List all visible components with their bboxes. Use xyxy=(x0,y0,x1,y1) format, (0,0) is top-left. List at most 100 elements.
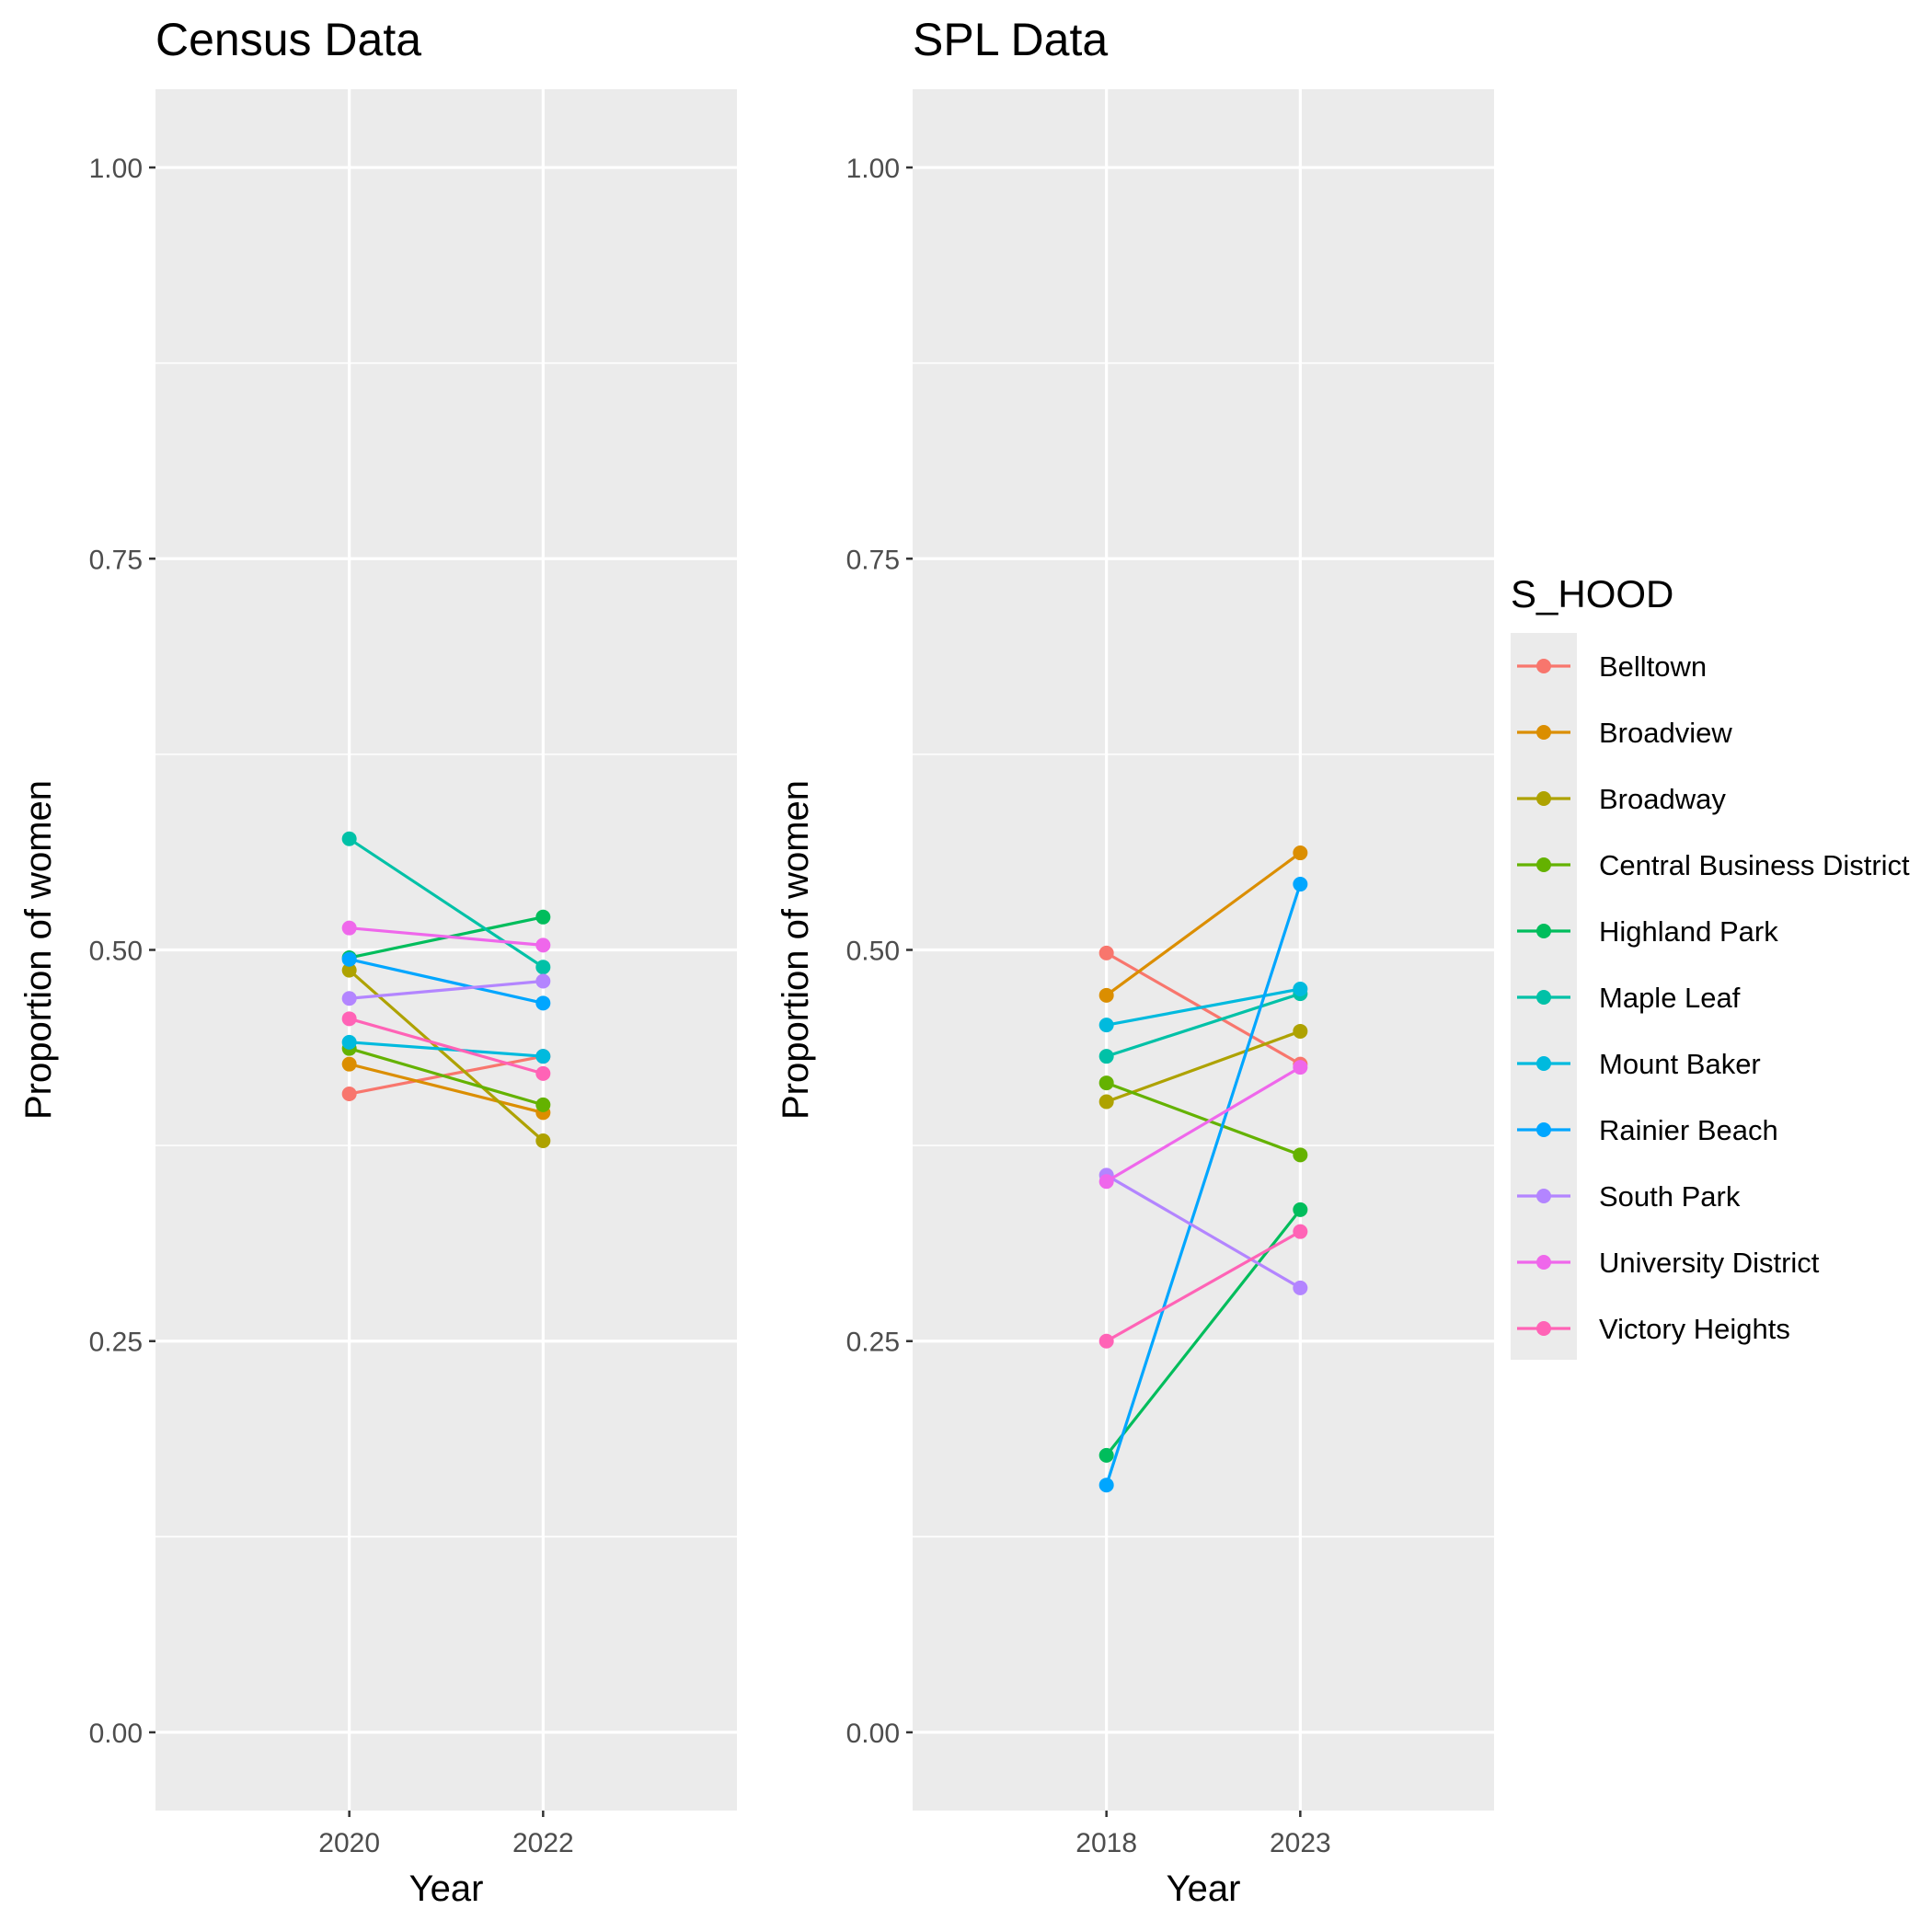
series-line xyxy=(1105,1174,1302,1290)
data-point xyxy=(535,937,551,953)
series-mount-baker xyxy=(1098,982,1308,1033)
legend-label: University District xyxy=(1599,1247,1820,1279)
data-point xyxy=(341,1011,357,1027)
series-rainier-beach xyxy=(341,951,551,1011)
data-point xyxy=(1098,1075,1114,1091)
series-line xyxy=(349,1047,544,1107)
y-axis-title: Proportion of women xyxy=(776,780,816,1120)
data-point xyxy=(1098,1094,1114,1110)
series-line xyxy=(349,1063,544,1114)
legend-label: Victory Heights xyxy=(1599,1313,1790,1345)
data-point xyxy=(1293,1060,1308,1075)
series-line xyxy=(349,1017,544,1075)
legend-label: Broadview xyxy=(1599,717,1732,749)
y-tick-label: 0.00 xyxy=(846,1719,900,1749)
legend-key-point xyxy=(1536,1122,1551,1137)
data-point xyxy=(341,1034,357,1050)
legend-item: University District xyxy=(1517,1247,1820,1279)
legend-item: Maple Leaf xyxy=(1517,982,1741,1014)
series-line xyxy=(349,1054,544,1096)
data-point xyxy=(1098,1018,1114,1033)
legend-title: S_HOOD xyxy=(1511,572,1673,615)
legend-label: Rainier Beach xyxy=(1599,1114,1778,1146)
y-tick-label: 0.75 xyxy=(89,545,143,575)
legend-key-point xyxy=(1536,990,1551,1005)
panel-2: 0.00 0.25 0.50 0.75 1.00 2018 2023 SPL Data Year… xyxy=(776,14,1494,1909)
legend-key-point xyxy=(1536,924,1551,938)
series-line xyxy=(1105,1230,1302,1343)
legend-item: Broadview xyxy=(1517,717,1732,749)
legend-key-point xyxy=(1536,1056,1551,1071)
legend-item: Broadway xyxy=(1517,783,1726,815)
legend-item: Central Business District xyxy=(1517,849,1910,881)
data-point xyxy=(535,973,551,989)
series-broadway xyxy=(341,962,551,1149)
legend-label: Highland Park xyxy=(1599,915,1778,948)
series-line xyxy=(1105,1065,1302,1183)
data-point xyxy=(535,1097,551,1112)
series-line xyxy=(349,958,544,1005)
data-point xyxy=(1098,1049,1114,1064)
series-line xyxy=(349,926,544,947)
legend-key-point xyxy=(1536,791,1551,806)
data-point xyxy=(1293,1202,1308,1217)
series-central-business-district xyxy=(341,1041,551,1112)
x-tick-label: 2023 xyxy=(1270,1828,1331,1858)
series-broadview xyxy=(1098,845,1308,1003)
data-point xyxy=(341,951,357,967)
legend-key-point xyxy=(1536,1189,1551,1203)
data-point xyxy=(535,960,551,975)
series-victory-heights xyxy=(1098,1224,1308,1349)
data-point xyxy=(535,1049,551,1064)
data-point xyxy=(1293,982,1308,997)
data-point xyxy=(1293,1147,1308,1163)
legend-label: Maple Leaf xyxy=(1599,982,1741,1014)
legend-label: South Park xyxy=(1599,1180,1741,1213)
x-axis-title: Year xyxy=(409,1869,484,1909)
x-tick-label: 2020 xyxy=(318,1828,380,1858)
y-tick-label: 0.00 xyxy=(89,1719,143,1749)
series-line xyxy=(1105,851,1302,997)
series-rainier-beach xyxy=(1098,877,1308,1493)
data-point xyxy=(1293,1023,1308,1039)
legend-key-point xyxy=(1536,659,1551,673)
series-line xyxy=(1106,1029,1301,1103)
legend-key-point xyxy=(1536,1255,1551,1270)
data-point xyxy=(341,920,357,936)
legend-item: South Park xyxy=(1517,1180,1741,1213)
legend-key-point xyxy=(1536,1321,1551,1336)
data-point xyxy=(1098,987,1114,1003)
panel-1: 0.00 0.25 0.50 0.75 1.00 2020 2022 Census Data Y… xyxy=(18,14,737,1909)
legend-key-point xyxy=(1536,725,1551,740)
series-line xyxy=(1106,992,1301,1058)
series-line xyxy=(348,837,545,969)
legend-item: Rainier Beach xyxy=(1517,1114,1778,1146)
series-line xyxy=(349,979,544,1000)
legend-key-point xyxy=(1536,857,1551,872)
data-point xyxy=(535,995,551,1011)
data-point xyxy=(341,1056,357,1072)
x-tick-label: 2018 xyxy=(1075,1828,1137,1858)
y-tick-label: 1.00 xyxy=(89,154,143,184)
data-point xyxy=(1098,1478,1114,1493)
data-point xyxy=(341,962,357,978)
series-university-district xyxy=(1098,1060,1308,1190)
legend: S_HOOD Belltown Broadview Broadway Central … xyxy=(1495,554,1932,1382)
legend-item: Belltown xyxy=(1517,650,1707,683)
legend-item: Highland Park xyxy=(1517,915,1778,948)
panel-title: SPL Data xyxy=(913,14,1108,65)
legend-label: Central Business District xyxy=(1599,849,1910,881)
series-line xyxy=(348,969,545,1143)
data-point xyxy=(535,1065,551,1081)
series-south-park xyxy=(341,973,551,1006)
y-tick-label: 0.50 xyxy=(89,937,143,967)
series-university-district xyxy=(341,920,551,953)
data-point xyxy=(1098,945,1114,960)
y-tick-label: 0.25 xyxy=(89,1328,143,1358)
x-axis-title: Year xyxy=(1167,1869,1241,1909)
series-victory-heights xyxy=(341,1011,551,1081)
series-central-business-district xyxy=(1098,1075,1308,1163)
data-point xyxy=(1293,877,1308,892)
data-point xyxy=(1293,1280,1308,1295)
